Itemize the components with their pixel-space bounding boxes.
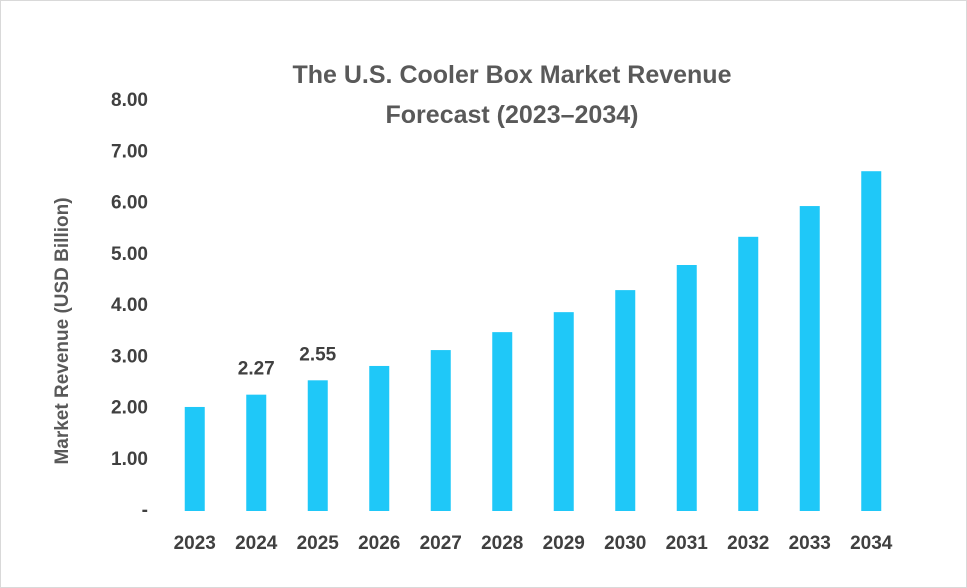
x-tick-label: 2027	[420, 533, 462, 554]
x-tick-label: 2031	[666, 533, 709, 554]
y-tick-label: 2.00	[111, 398, 148, 419]
y-tick-label: 3.00	[111, 346, 148, 367]
data-label: 2.55	[299, 344, 336, 365]
x-tick-label: 2023	[174, 533, 216, 554]
y-tick-label: 7.00	[111, 141, 148, 162]
bar	[861, 171, 882, 511]
x-tick-label: 2034	[850, 533, 893, 554]
x-tick-label: 2024	[235, 533, 278, 554]
data-label: 2.27	[238, 359, 275, 380]
y-tick-label: 8.00	[111, 90, 148, 111]
bar	[676, 265, 697, 511]
bar	[553, 312, 574, 511]
x-tick-label: 2032	[727, 533, 769, 554]
y-tick-label: 5.00	[111, 244, 148, 265]
bar	[615, 290, 636, 511]
bar	[738, 236, 759, 511]
chart-title: The U.S. Cooler Box Market Revenue Forec…	[292, 61, 732, 129]
x-tick-label: 2029	[543, 533, 585, 554]
x-tick-label: 2030	[604, 533, 646, 554]
bar	[799, 206, 820, 511]
bar	[184, 406, 205, 511]
bar	[307, 380, 328, 511]
y-tick-label: 1.00	[111, 449, 148, 470]
y-tick-label: 6.00	[111, 193, 148, 214]
y-axis-label: Market Revenue (USD Billion)	[52, 197, 73, 464]
bar	[246, 394, 267, 511]
x-tick-label: 2033	[789, 533, 831, 554]
x-tick-label: 2028	[481, 533, 523, 554]
bar	[492, 332, 513, 511]
x-tick-label: 2026	[358, 533, 400, 554]
x-tick-label: 2025	[297, 533, 340, 554]
y-tick-label: -	[142, 500, 148, 521]
bar	[430, 350, 451, 511]
y-tick-label: 4.00	[111, 295, 148, 316]
bar	[369, 365, 390, 511]
